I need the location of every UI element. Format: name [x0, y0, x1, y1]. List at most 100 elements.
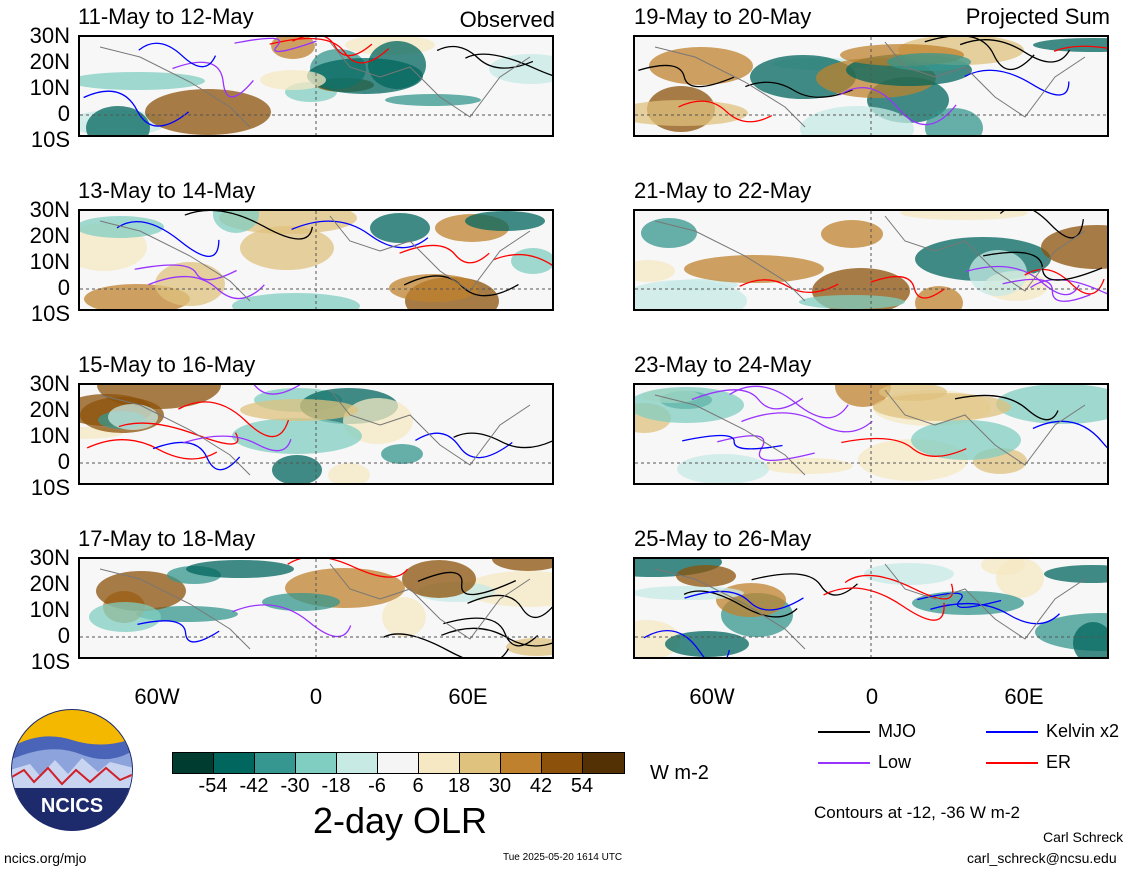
wave-contour — [1002, 278, 1091, 302]
wave-contour — [172, 61, 254, 98]
low-legend-label: Low — [878, 752, 912, 772]
olr-anomaly-blob — [684, 255, 824, 283]
er-legend-label: ER — [1046, 752, 1072, 772]
wave-contour — [999, 211, 1085, 239]
lon-label: 60W — [689, 684, 735, 709]
olr-map-panel — [78, 35, 554, 137]
colorbar-swatch — [542, 753, 583, 773]
olr-anomaly-blob — [981, 559, 1025, 575]
olr-anomaly-blob — [664, 279, 738, 291]
wave-contour — [870, 275, 945, 299]
wave-contour — [930, 602, 1060, 625]
wave-contour — [964, 69, 1070, 96]
olr-anomaly-blob — [155, 262, 225, 306]
footer-author: Carl Schreck — [1043, 829, 1124, 845]
olr-anomaly-blob — [1041, 225, 1107, 269]
wave-contour — [751, 573, 858, 596]
olr-anomaly-blob — [213, 211, 259, 233]
olr-anomaly-blob — [887, 53, 971, 71]
wave-contour — [682, 434, 783, 450]
olr-anomaly-blob — [649, 47, 753, 85]
olr-anomaly-blob — [307, 58, 423, 94]
wave-contour — [86, 439, 218, 460]
olr-field — [635, 211, 1107, 309]
wave-contour — [954, 394, 1059, 421]
olr-anomaly-blob — [370, 213, 430, 243]
colorbar-units: W m-2 — [650, 762, 709, 784]
lat-label: 10S — [30, 475, 70, 500]
wave-contour — [202, 385, 301, 395]
lat-label: 10N — [29, 423, 70, 448]
lat-label: 30N — [29, 23, 70, 48]
olr-field — [635, 559, 1107, 657]
olr-anomaly-blob — [635, 260, 675, 282]
lat-label: 10S — [30, 127, 70, 152]
wave-contour — [1053, 45, 1107, 52]
coastline — [99, 389, 531, 476]
colorbar-tick-label: 18 — [447, 775, 471, 797]
wave-contour — [823, 587, 945, 621]
wave-contour — [232, 604, 352, 638]
colorbar — [172, 752, 625, 774]
olr-anomaly-blob — [96, 571, 186, 611]
olr-field — [80, 211, 552, 309]
lat-label: 10S — [30, 301, 70, 326]
wave-contour — [691, 389, 804, 410]
er-legend-line — [986, 762, 1038, 764]
colorbar-swatch — [255, 753, 296, 773]
wave-contour — [839, 87, 957, 126]
coastline — [654, 563, 1086, 650]
lat-label: 0 — [57, 623, 70, 648]
wave-contour — [138, 42, 217, 68]
lon-label: 60W — [134, 684, 180, 709]
panel-title: 15-May to 16-May — [78, 352, 256, 377]
wave-contour — [443, 617, 539, 647]
olr-anomaly-blob — [1033, 38, 1107, 52]
colorbar-swatch — [501, 753, 542, 773]
colorbar-tick-label: 6 — [412, 775, 424, 797]
lat-label: 30N — [29, 371, 70, 396]
olr-anomaly-blob — [86, 106, 150, 135]
wave-contour — [383, 633, 510, 657]
colorbar-tick-label: -42 — [239, 775, 269, 797]
mjo-legend-line — [818, 731, 870, 733]
colorbar-swatch — [583, 753, 624, 773]
panel-title: 23-May to 24-May — [634, 352, 812, 377]
coastline — [654, 41, 1086, 128]
footer-email: carl_schreck@ncsu.edu — [967, 850, 1117, 866]
olr-anomaly-blob — [232, 418, 362, 454]
olr-map-panel — [633, 209, 1109, 311]
coastline — [654, 215, 1086, 302]
lat-label: 20N — [29, 223, 70, 248]
wave-contour — [493, 254, 552, 266]
coastline — [99, 215, 531, 302]
colorbar-title: 2-day OLR — [312, 800, 488, 841]
colorbar-tick-label: -18 — [321, 775, 351, 797]
olr-anomaly-blob — [240, 226, 334, 270]
colorbar-swatch — [337, 753, 378, 773]
ncics-logo: NCICS — [11, 709, 133, 831]
panel-title: 19-May to 20-May — [634, 4, 812, 29]
colorbar-swatch — [378, 753, 419, 773]
wave-contour — [234, 37, 317, 53]
lat-label: 20N — [29, 571, 70, 596]
wave-contour — [137, 620, 220, 643]
olr-anomaly-blob — [915, 286, 963, 309]
lat-label: 0 — [57, 275, 70, 300]
lat-label: 10N — [29, 249, 70, 274]
lat-label: 10S — [30, 649, 70, 674]
projected-sum-label: Projected Sum — [965, 4, 1110, 29]
wave-contour — [287, 559, 409, 578]
lat-label: 20N — [29, 397, 70, 422]
olr-field — [635, 37, 1107, 135]
olr-anomaly-blob — [465, 211, 545, 231]
wave-contour — [415, 432, 513, 459]
olr-map-panel — [78, 209, 554, 311]
olr-anomaly-blob — [272, 455, 322, 483]
olr-anomaly-blob — [911, 420, 1021, 460]
logo-text: NCICS — [41, 795, 103, 817]
olr-anomaly-blob — [89, 602, 161, 632]
olr-anomaly-blob — [835, 385, 891, 407]
olr-anomaly-blob — [641, 218, 697, 248]
wave-contour — [678, 100, 773, 123]
